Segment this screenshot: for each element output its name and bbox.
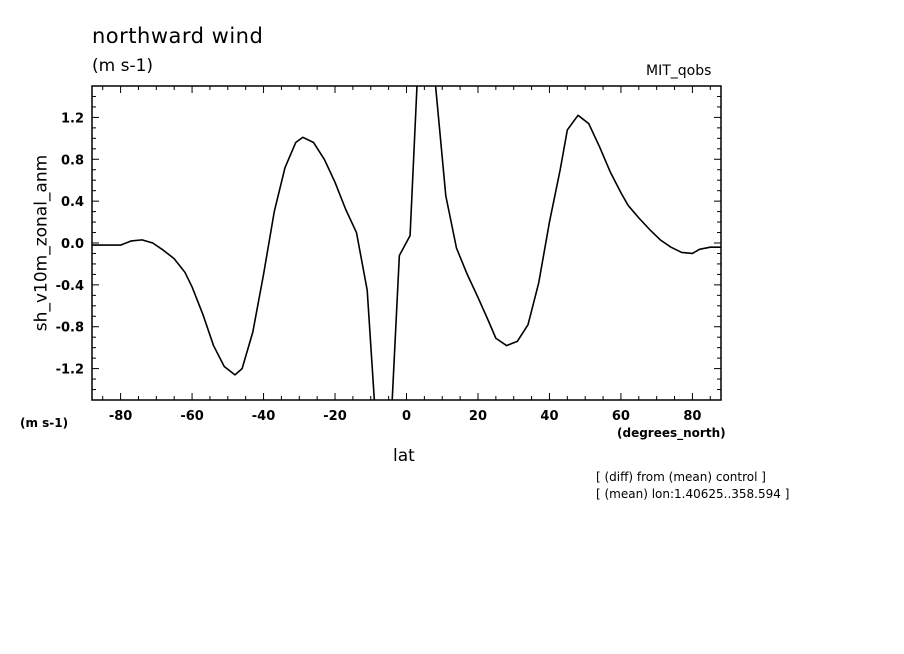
x-tick-label: -60: [180, 409, 204, 424]
y-tick-label: -0.4: [56, 279, 84, 294]
note-diff: [ (diff) from (mean) control ]: [596, 470, 766, 484]
y-tick-label: 0.4: [61, 195, 84, 210]
y-axis-units: (m s-1): [20, 416, 69, 430]
x-axis-units: (degrees_north): [617, 426, 726, 440]
x-tick-label: -40: [252, 409, 276, 424]
x-tick-label: 0: [402, 409, 411, 424]
y-tick-label: 0.8: [61, 153, 84, 168]
axis-tick-labels: -80 -60 -40 -20 0 20 40 60 80 -1.2 -0.8 -0.4 0.0 0.4 0…: [56, 111, 702, 424]
chart-units: (m s-1): [92, 56, 154, 76]
x-tick-label: 80: [683, 409, 701, 424]
y-tick-label: -1.2: [56, 363, 84, 378]
x-tick-label: -80: [109, 409, 133, 424]
y-tick-label: -0.8: [56, 321, 84, 336]
y-tick-label: 0.0: [61, 237, 84, 252]
x-tick-label: 20: [469, 409, 487, 424]
x-tick-label: -20: [323, 409, 347, 424]
y-tick-label: 1.2: [61, 111, 84, 126]
series-line: [92, 86, 721, 400]
plot-frame: [91, 85, 722, 401]
model-label: MIT_qobs: [646, 63, 712, 79]
x-tick-label: 40: [540, 409, 558, 424]
note-mean: [ (mean) lon:1.40625..358.594 ]: [596, 487, 790, 501]
x-axis-label: lat: [393, 446, 415, 466]
chart-title: northward wind: [92, 24, 264, 48]
x-tick-label: 60: [612, 409, 630, 424]
